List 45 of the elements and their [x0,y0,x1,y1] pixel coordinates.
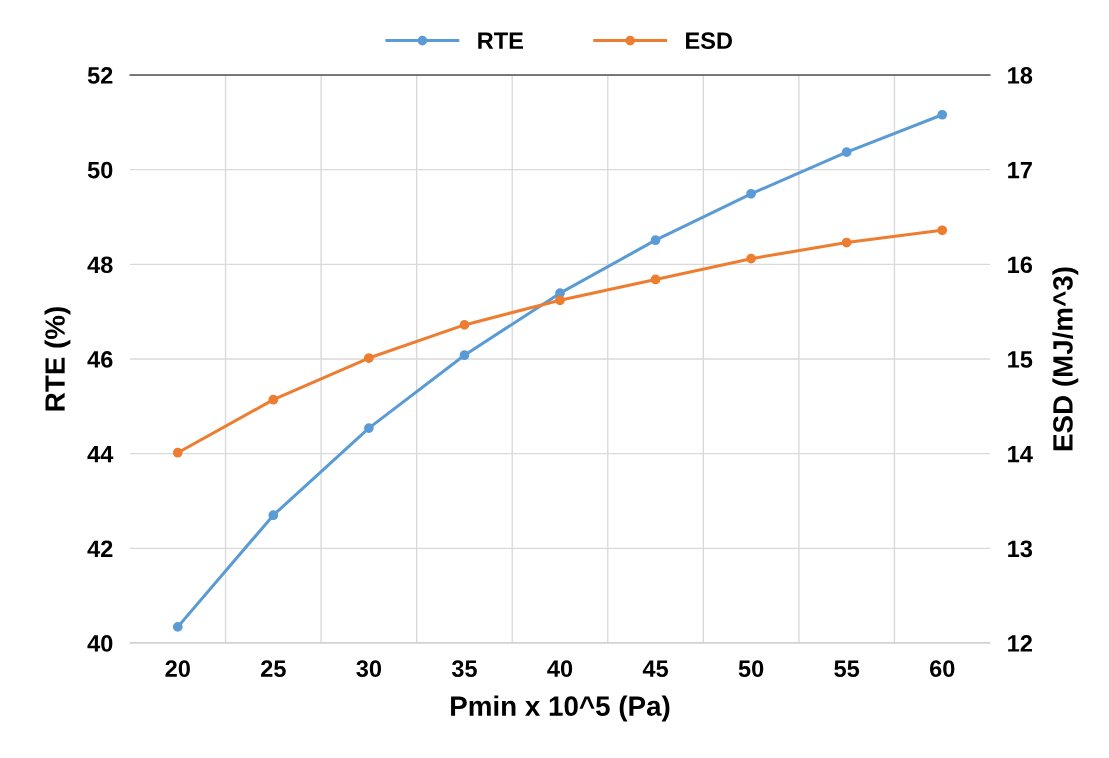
point [364,423,374,433]
y2-tick-label: 15 [1008,351,1033,368]
legend-label: ESD [686,32,733,50]
point [364,353,374,363]
point [746,188,756,199]
y2-tick-label: 16 [1008,256,1033,274]
x-tick-label: 60 [929,660,955,678]
point [555,295,565,306]
point [459,350,470,361]
point [459,320,470,330]
x-tick-label: 20 [165,660,190,678]
x-tick-label: 55 [834,660,860,678]
y-tick-label: 46 [87,351,113,368]
x-tick-label: 45 [642,660,669,678]
point [268,394,279,405]
x-tick-label: 40 [547,660,573,678]
x-axis-title: Pmin x 10^5 (Pa) [451,695,670,722]
y2-tick-label: 14 [1008,445,1033,463]
x-tick-label: 25 [261,660,286,678]
y-tick-label: 52 [87,67,113,84]
y-tick-label: 40 [87,635,113,652]
y2-tick-label: 12 [1008,635,1032,652]
y2-tick-label: 17 [1008,161,1032,179]
point [650,235,661,246]
point [268,510,279,521]
point [937,109,948,120]
point [841,147,852,158]
point [172,622,183,632]
y2-tick-label: 13 [1008,540,1033,558]
y2-axis-title: ESD (MJ/m^3) [1052,267,1079,451]
point [650,274,661,285]
x-tick-label: 30 [356,660,382,678]
y2-tick-label: 18 [1008,67,1033,84]
legend-label: RTE [478,32,523,49]
point [841,237,852,248]
y-tick-label: 44 [87,445,114,463]
x-tick-label: 35 [451,660,477,678]
point [937,225,948,236]
x-tick-label: 50 [738,660,764,678]
y-tick-label: 42 [87,540,113,557]
point [172,447,183,458]
y-tick-label: 48 [87,256,113,274]
point [746,253,756,264]
y-tick-label: 50 [87,161,113,179]
y-axis-title: RTE (%) [44,307,71,411]
